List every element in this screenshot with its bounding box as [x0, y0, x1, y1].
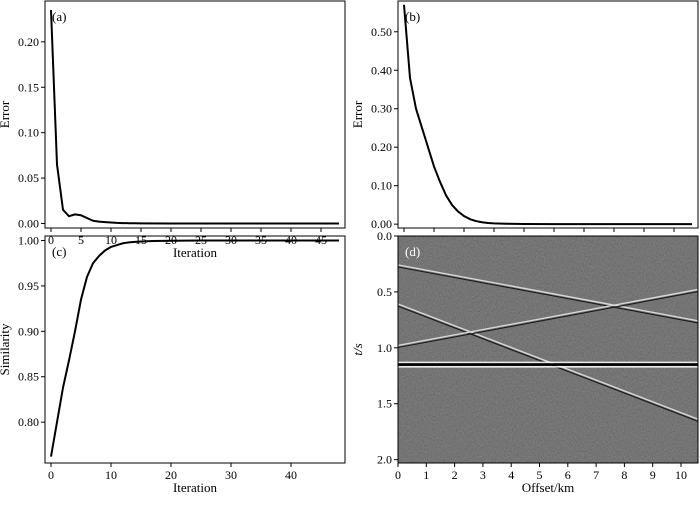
x-tick-label: 8 [621, 468, 627, 482]
series-line [403, 4, 692, 226]
plot-frame [397, 235, 699, 464]
y-tick-label: 0.5 [377, 285, 392, 299]
plot-frame [44, 235, 346, 464]
y-tick-label: 2.0 [377, 453, 392, 467]
x-tick-label: 10 [105, 468, 117, 482]
x-axis-label: Iteration [173, 480, 218, 495]
x-axis-label: Offset/km [522, 480, 574, 495]
y-tick-label: 0.90 [18, 324, 39, 338]
x-tick-label: 7 [593, 468, 599, 482]
y-tick-label: 1.0 [377, 341, 392, 355]
y-tick-label: 0.00 [371, 217, 392, 231]
x-tick-label: 5 [537, 468, 543, 482]
panel-b: 0.000.100.200.300.400.500510152025303540… [350, 0, 699, 260]
x-tick-label: 5 [78, 233, 84, 247]
event-linear-peak [398, 264, 698, 322]
y-tick-label: 0.40 [371, 63, 392, 77]
panel-c: 0.80 0.85 0.90 0.95 1.00 0 10 20 30 40 (c) Iteratio… [0, 234, 346, 495]
y-axis-label: Error [350, 100, 365, 128]
x-tick-label: 2 [452, 468, 458, 482]
y-axis-label: Similarity [0, 323, 12, 376]
x-tick-label: 40 [285, 468, 297, 482]
x-tick-label: 0 [395, 468, 401, 482]
x-tick-label: 0 [48, 468, 54, 482]
panel-a: 0.000.050.100.150.200 5 10 15 20 25 30 35 40 45(a… [0, 0, 346, 260]
y-tick-label: 0.80 [18, 415, 39, 429]
y-tick-label: 1.00 [18, 234, 39, 248]
panel-label: (b) [405, 9, 420, 24]
y-tick-label: 0.95 [18, 279, 39, 293]
panel-label: (a) [52, 9, 66, 24]
x-tick-label: 0 [48, 233, 54, 247]
x-tick-label: 20 [165, 468, 177, 482]
y-tick-label: 0.0 [377, 229, 392, 243]
panel-d: 0.0 0.5 1.0 1.5 2.00 1 2 3 4 5 6 7 8 9 10 (d) Offset/km t… [350, 229, 699, 495]
y-axis-label: Error [0, 100, 12, 128]
y-tick-label: 0.00 [18, 216, 39, 230]
y-tick-label: 0.20 [371, 140, 392, 154]
plot-frame [397, 0, 699, 229]
x-tick-label: 1 [423, 468, 429, 482]
y-tick-label: 0.85 [18, 370, 39, 384]
y-tick-label: 0.10 [371, 179, 392, 193]
y-tick-label: 0.30 [371, 102, 392, 116]
panel-label: (c) [52, 244, 66, 259]
y-tick-label: 0.10 [18, 126, 39, 140]
x-tick-label: 10 [675, 468, 687, 482]
x-tick-label: 15 [135, 233, 147, 247]
y-tick-label: 1.5 [377, 397, 392, 411]
plot-frame [44, 0, 346, 229]
x-tick-label: 9 [650, 468, 656, 482]
series-line [50, 10, 339, 225]
y-tick-label: 0.15 [18, 80, 39, 94]
x-tick-label: 4 [508, 468, 514, 482]
event-linear-trough [398, 266, 698, 324]
event-linear-peak [398, 288, 698, 347]
series-line [50, 239, 339, 457]
x-tick-label: 3 [480, 468, 486, 482]
y-tick-label: 0.20 [18, 35, 39, 49]
x-axis-label: Iteration [173, 245, 218, 260]
y-axis-label: t/s [350, 343, 365, 355]
x-tick-label: 30 [225, 468, 237, 482]
x-tick-label: 6 [565, 468, 571, 482]
panel-label: (d) [405, 244, 420, 259]
y-tick-label: 0.05 [18, 171, 39, 185]
section-noise [398, 236, 698, 463]
y-tick-label: 0.50 [371, 25, 392, 39]
event-linear-trough [398, 291, 698, 349]
